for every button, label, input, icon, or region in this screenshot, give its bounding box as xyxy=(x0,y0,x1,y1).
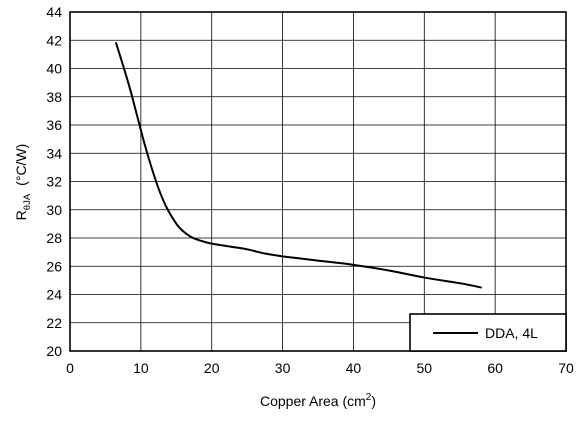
y-axis-label: RθJA (°C/W) xyxy=(13,144,33,221)
x-tick-label: 20 xyxy=(204,360,220,376)
y-axis-label-unit: (°C/W) xyxy=(13,144,29,186)
x-tick-label: 30 xyxy=(275,360,291,376)
series-group xyxy=(115,42,482,289)
y-tick-label: 34 xyxy=(46,145,62,161)
y-tick-label: 38 xyxy=(46,89,62,105)
y-tick-label: 44 xyxy=(46,4,62,20)
y-tick-label: 22 xyxy=(46,315,62,331)
y-tick-label: 28 xyxy=(46,230,62,246)
y-tick-label: 26 xyxy=(46,258,62,274)
x-tick-label: 60 xyxy=(487,360,503,376)
series-line-dda-4l xyxy=(115,42,482,289)
x-tick-label: 0 xyxy=(66,360,74,376)
y-axis-label-symbol: R xyxy=(13,210,29,220)
y-tick-label: 30 xyxy=(46,202,62,218)
plot-frame xyxy=(69,11,567,352)
legend: DDA, 4L xyxy=(409,313,567,352)
x-axis-label: Copper Area (cm2) xyxy=(260,392,376,409)
y-tick-label: 36 xyxy=(46,117,62,133)
x-axis-label-close: ) xyxy=(371,393,376,409)
x-axis-ticks: 0 10 20 30 40 50 60 70 xyxy=(66,360,574,376)
y-axis-label-subscript: θJA xyxy=(22,193,33,210)
x-tick-label: 70 xyxy=(558,360,574,376)
y-tick-label: 40 xyxy=(46,61,62,77)
y-axis-ticks: 20 22 24 26 28 30 32 34 36 38 40 42 44 xyxy=(46,4,62,359)
y-tick-label: 32 xyxy=(46,174,62,190)
y-tick-label: 42 xyxy=(46,32,62,48)
x-tick-label: 40 xyxy=(346,360,362,376)
legend-label: DDA, 4L xyxy=(485,325,538,341)
y-tick-label: 20 xyxy=(46,343,62,359)
x-tick-label: 10 xyxy=(133,360,149,376)
x-axis-label-superscript: 2 xyxy=(366,392,372,403)
x-axis-label-main: Copper Area (cm xyxy=(260,393,366,409)
grid-lines xyxy=(69,11,567,352)
x-tick-label: 50 xyxy=(416,360,432,376)
y-tick-label: 24 xyxy=(46,287,62,303)
